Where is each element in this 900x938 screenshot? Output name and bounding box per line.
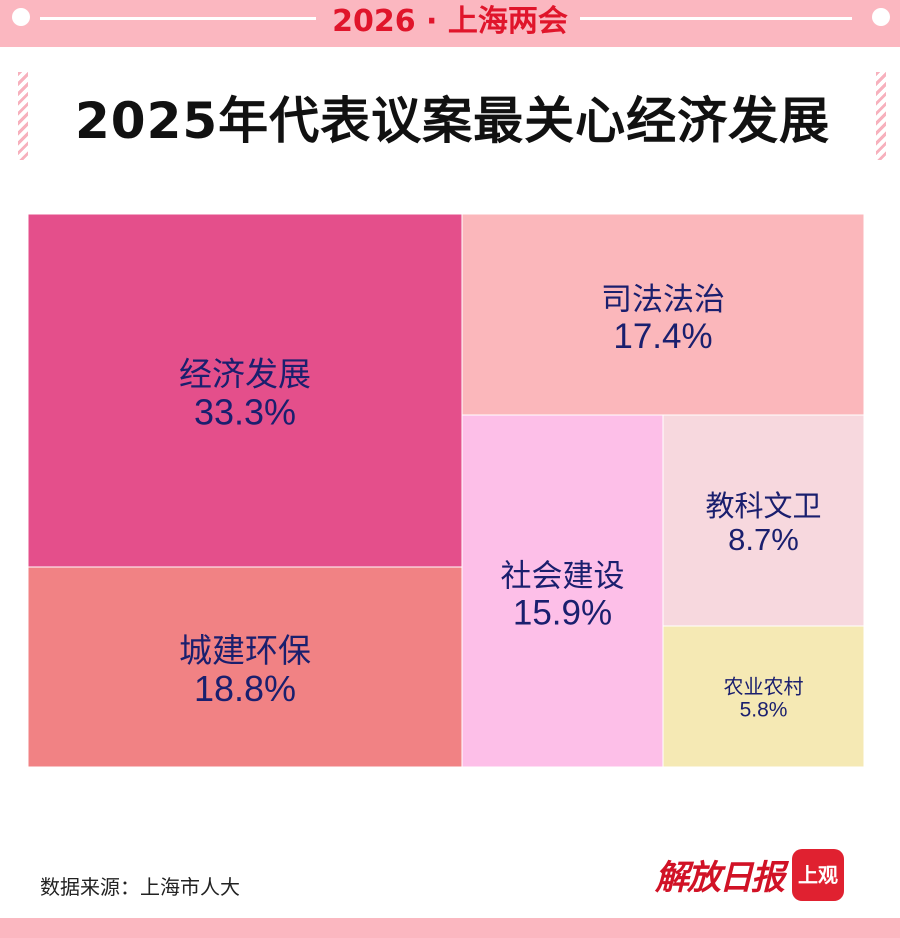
treemap-cell-3: [462, 415, 663, 767]
treemap-cell-name-3: 社会建设: [501, 558, 625, 594]
treemap-cell-value-2: 17.4%: [613, 317, 712, 356]
brand-badge-shangguan: 上观: [792, 849, 844, 901]
header-banner: 2026 · 上海两会: [0, 0, 900, 47]
banner-title: 2026 · 上海两会: [332, 4, 568, 39]
chart-title: 2025年代表议案最关心经济发展: [75, 92, 831, 150]
banner-line-left: [40, 17, 316, 20]
treemap-cell-0: [28, 214, 462, 567]
treemap-cell-4: [663, 415, 864, 626]
footer-band: [0, 918, 900, 938]
treemap-cell-value-0: 33.3%: [194, 392, 296, 433]
data-source: 数据来源：上海市人大: [40, 875, 240, 899]
treemap-cell-1: [28, 567, 462, 767]
treemap-cell-value-3: 15.9%: [513, 593, 612, 632]
brand-logo-jiefang-daily: 解放日报: [655, 858, 785, 898]
treemap-cell-value-1: 18.8%: [194, 668, 296, 709]
treemap-cell-name-4: 教科文卫: [705, 489, 821, 523]
hatch-decoration-right: [876, 72, 886, 160]
treemap-cell-value-4: 8.7%: [728, 522, 799, 557]
treemap-cell-name-0: 经济发展: [179, 355, 311, 394]
treemap-cell-name-2: 司法法治: [601, 282, 725, 318]
treemap-cell-5: [663, 626, 864, 767]
treemap-cell-name-5: 农业农村: [724, 675, 804, 699]
hatch-decoration-left: [18, 72, 28, 160]
treemap-cell-2: [462, 214, 864, 415]
banner-dot-right: [872, 8, 890, 26]
banner-dot-left: [12, 8, 30, 26]
treemap-cell-value-5: 5.8%: [740, 698, 788, 721]
banner-line-right: [580, 17, 852, 20]
treemap-cell-name-1: 城建环保: [179, 631, 311, 670]
